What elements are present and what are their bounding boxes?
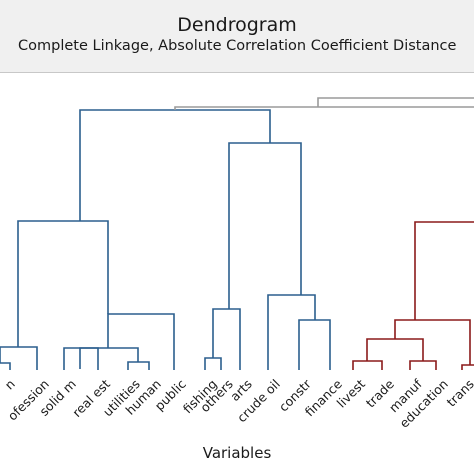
link-blue-root [79, 109, 271, 221]
link-livest-trade [352, 360, 383, 370]
title-band [0, 0, 474, 73]
link-real-est [79, 347, 99, 370]
link-red-root [414, 221, 474, 320]
link-utilities-human [127, 361, 150, 370]
link-gray-1 [174, 106, 474, 110]
link-manuf-education [409, 360, 437, 370]
link-crude-oil [267, 294, 316, 370]
link-mid-group [89, 347, 139, 362]
link-arts [212, 308, 241, 370]
leaf-label: n [2, 376, 18, 392]
link-red-mid [366, 338, 424, 361]
chart-title: Dendrogram [177, 14, 297, 36]
link-red-right [394, 319, 471, 365]
x-axis-label: Variables [202, 444, 272, 462]
link-n-ofession [0, 346, 38, 370]
link-gray-2 [317, 97, 474, 107]
link-left-cluster [17, 220, 109, 347]
link-trans-a [461, 364, 474, 370]
chart-subtitle: Complete Linkage, Absolute Correlation C… [18, 38, 457, 54]
link-fishing-others [204, 357, 222, 370]
dendrogram-links [0, 97, 474, 370]
link-n [0, 362, 11, 370]
leaf-label: trans [444, 376, 474, 409]
link-constr-finance [298, 319, 331, 370]
link-mid-cluster [228, 142, 302, 309]
link-solid-m-group [63, 347, 89, 370]
link-public [107, 313, 175, 370]
